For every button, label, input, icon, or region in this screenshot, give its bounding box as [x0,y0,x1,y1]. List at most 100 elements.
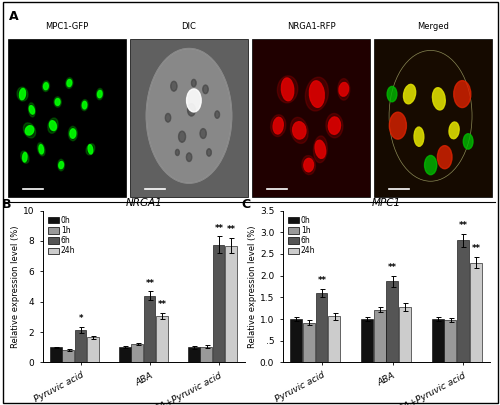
Circle shape [390,112,406,139]
Ellipse shape [70,129,76,138]
Y-axis label: Relative expression level (%): Relative expression level (%) [11,225,20,348]
Bar [252,39,370,197]
Text: **: ** [227,225,236,234]
Text: MPC1-GFP: MPC1-GFP [46,22,88,31]
Bar [130,39,248,197]
Legend: 0h, 1h, 6h, 24h: 0h, 1h, 6h, 24h [46,214,77,257]
Text: *: * [78,314,83,323]
Ellipse shape [48,118,58,133]
Circle shape [186,153,192,162]
Bar [399,307,411,362]
Ellipse shape [86,144,95,155]
Bar [87,337,99,362]
Ellipse shape [38,143,45,156]
Ellipse shape [54,97,62,107]
Ellipse shape [270,115,286,136]
Ellipse shape [42,81,50,92]
Text: Merged: Merged [417,22,449,31]
Circle shape [192,79,196,87]
Text: **: ** [459,221,468,230]
Bar [188,347,200,362]
Text: DIC: DIC [182,22,196,31]
Ellipse shape [326,113,343,138]
Circle shape [200,129,206,139]
Ellipse shape [28,103,35,117]
Ellipse shape [315,140,326,158]
Ellipse shape [58,159,64,171]
Circle shape [387,86,397,102]
Bar [303,322,315,362]
Ellipse shape [338,79,350,100]
Bar [374,309,386,362]
Bar [156,316,168,362]
Ellipse shape [310,81,324,107]
Ellipse shape [96,88,103,100]
Circle shape [206,149,212,156]
Bar [225,245,237,362]
Bar [62,350,74,362]
Text: **: ** [472,244,480,253]
Ellipse shape [290,117,308,143]
Ellipse shape [30,106,35,114]
Bar [457,240,469,362]
Bar [290,319,302,362]
Circle shape [454,81,471,108]
Bar [316,293,328,362]
Text: C: C [241,198,250,211]
Ellipse shape [17,87,28,101]
Text: B: B [2,198,12,211]
Bar [144,296,156,362]
Ellipse shape [432,88,446,110]
Ellipse shape [306,77,328,111]
Bar [74,330,86,362]
Ellipse shape [59,162,64,168]
Ellipse shape [24,123,36,138]
Circle shape [389,51,472,181]
Circle shape [203,85,208,94]
Ellipse shape [449,122,459,139]
Bar [432,319,444,362]
Ellipse shape [304,158,314,172]
Circle shape [166,113,170,122]
Bar [386,281,398,362]
Ellipse shape [404,84,415,104]
Bar [50,347,62,362]
Ellipse shape [278,76,298,103]
Legend: 0h, 1h, 6h, 24h: 0h, 1h, 6h, 24h [286,214,317,257]
Y-axis label: Relative expression level (%): Relative expression level (%) [248,225,257,348]
Circle shape [188,104,196,116]
Bar [374,39,492,197]
Ellipse shape [20,88,26,100]
Circle shape [176,149,180,156]
Ellipse shape [39,145,44,154]
Ellipse shape [67,79,71,87]
Ellipse shape [292,122,306,139]
Text: NRGA1-RFP: NRGA1-RFP [286,22,336,31]
Ellipse shape [88,145,92,154]
Text: **: ** [146,279,154,288]
Ellipse shape [98,90,102,98]
Ellipse shape [26,126,34,135]
Circle shape [215,111,220,118]
Bar [213,245,224,362]
Bar [200,347,212,362]
Title: NRGA1: NRGA1 [126,198,162,209]
Circle shape [146,49,232,183]
Title: MPC1: MPC1 [372,198,401,209]
Circle shape [438,146,452,169]
Circle shape [170,81,177,91]
Ellipse shape [82,101,87,109]
Bar [8,39,126,197]
Bar [361,319,373,362]
Text: **: ** [318,276,326,285]
Ellipse shape [81,100,88,111]
Ellipse shape [414,127,424,146]
Circle shape [424,156,437,175]
Text: A: A [8,10,18,23]
Ellipse shape [302,156,316,175]
Ellipse shape [50,121,56,130]
Ellipse shape [66,78,73,88]
Bar [132,344,143,362]
Bar [328,316,340,362]
Ellipse shape [328,117,340,134]
